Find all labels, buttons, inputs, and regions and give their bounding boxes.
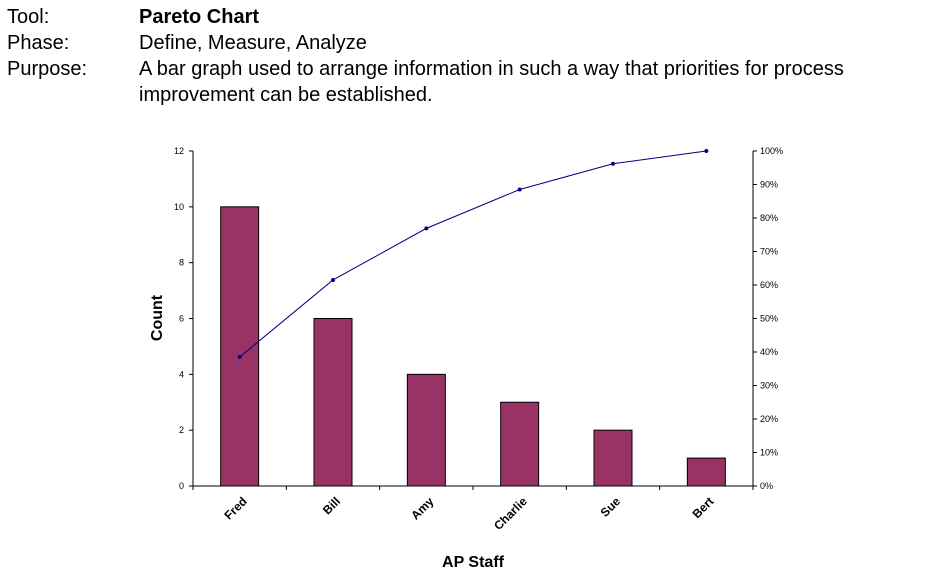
- phase-value: Define, Measure, Analyze: [139, 32, 367, 54]
- phase-label: Phase:: [7, 32, 70, 54]
- cumulative-point: [237, 355, 242, 360]
- left-tick-label: 6: [179, 314, 184, 324]
- bar-bill: [313, 318, 353, 487]
- tool-description-header: Tool: Pareto Chart Phase: Define, Measur…: [0, 0, 945, 110]
- cumulative-point: [611, 161, 615, 166]
- right-tick-label: 80%: [760, 213, 778, 223]
- cumulative-point: [704, 149, 709, 153]
- purpose-line-1: A bar graph used to arrange information …: [139, 58, 844, 80]
- right-tick-label: 70%: [760, 247, 778, 257]
- left-tick-label: 0: [179, 481, 184, 491]
- right-tick-label: 100%: [760, 146, 783, 156]
- left-tick-label: 2: [179, 425, 184, 435]
- left-y-axis: 0 2 4 6 8 10 12: [174, 146, 194, 491]
- bars: [220, 206, 726, 487]
- bar-sue: [593, 429, 633, 487]
- cumulative-point: [424, 226, 429, 231]
- purpose-line-2: improvement can be established.: [139, 84, 433, 106]
- x-axis-title: AP Staff: [442, 554, 505, 571]
- cumulative-point: [331, 277, 335, 282]
- right-tick-label: 60%: [760, 280, 778, 290]
- cumulative-percent-line: [237, 149, 709, 360]
- category-label: Charlie: [491, 494, 530, 533]
- bar-bert: [686, 457, 726, 487]
- category-label: Fred: [221, 494, 249, 522]
- right-tick-label: 20%: [760, 414, 778, 424]
- category-label: Bill: [320, 494, 343, 517]
- right-tick-label: 90%: [760, 180, 778, 190]
- left-tick-label: 8: [179, 258, 184, 268]
- cumulative-point: [517, 187, 522, 192]
- right-tick-label: 10%: [760, 448, 778, 458]
- left-tick-label: 12: [174, 146, 184, 156]
- y-axis-title: Count: [149, 294, 166, 341]
- cumulative-line-path: [239, 150, 707, 358]
- category-label: Amy: [408, 494, 437, 523]
- right-y-axis: 0% 10% 20% 30% 40% 50% 60% 70% 80% 90% 100%: [752, 146, 783, 491]
- bar-amy: [406, 373, 446, 487]
- category-label: Bert: [690, 494, 717, 521]
- x-axis: Fred Bill Amy Charlie Sue Bert: [192, 485, 754, 533]
- right-tick-label: 50%: [760, 314, 778, 324]
- bar-charlie: [500, 401, 540, 487]
- category-label: Sue: [598, 494, 624, 520]
- left-tick-label: 10: [174, 202, 184, 212]
- left-tick-label: 4: [179, 369, 184, 379]
- right-tick-label: 40%: [760, 347, 778, 357]
- right-tick-label: 0%: [760, 481, 773, 491]
- tool-label: Tool:: [7, 6, 50, 28]
- tool-value: Pareto Chart: [139, 6, 260, 28]
- purpose-label: Purpose:: [7, 58, 88, 80]
- right-tick-label: 30%: [760, 381, 778, 391]
